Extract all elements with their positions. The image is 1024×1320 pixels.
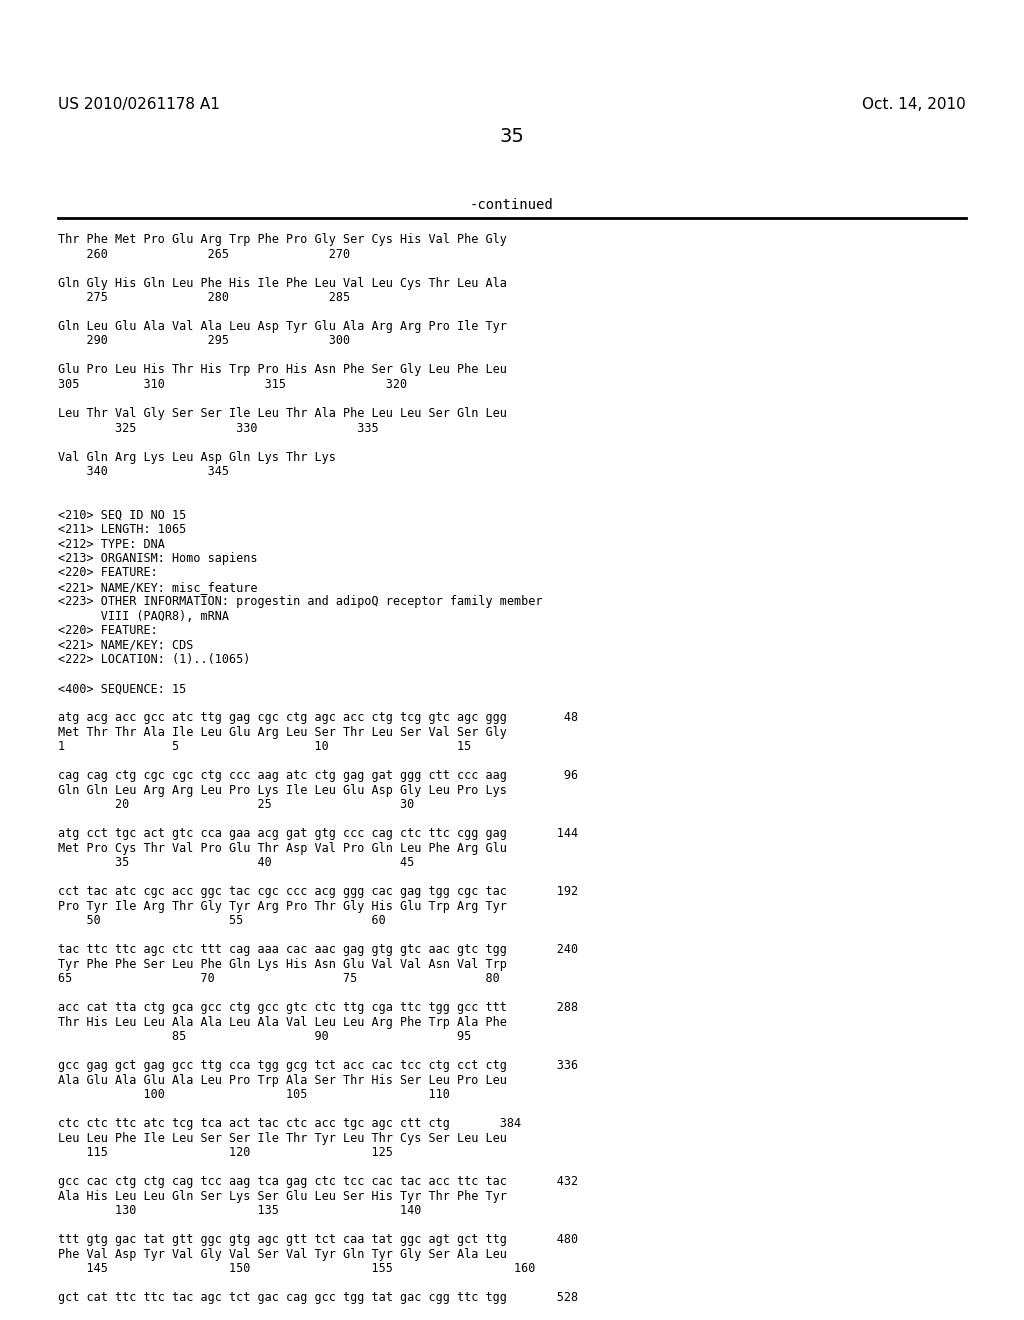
Text: <220> FEATURE:: <220> FEATURE: [58, 566, 158, 579]
Text: 65                  70                  75                  80: 65 70 75 80 [58, 973, 500, 986]
Text: atg cct tgc act gtc cca gaa acg gat gtg ccc cag ctc ttc cgg gag       144: atg cct tgc act gtc cca gaa acg gat gtg … [58, 828, 579, 841]
Text: Phe Val Asp Tyr Val Gly Val Ser Val Tyr Gln Tyr Gly Ser Ala Leu: Phe Val Asp Tyr Val Gly Val Ser Val Tyr … [58, 1247, 507, 1261]
Text: gcc gag gct gag gcc ttg cca tgg gcg tct acc cac tcc ctg cct ctg       336: gcc gag gct gag gcc ttg cca tgg gcg tct … [58, 1060, 579, 1072]
Text: <212> TYPE: DNA: <212> TYPE: DNA [58, 537, 165, 550]
Text: 1               5                   10                  15: 1 5 10 15 [58, 741, 471, 754]
Text: 35                  40                  45: 35 40 45 [58, 857, 415, 870]
Text: cag cag ctg cgc cgc ctg ccc aag atc ctg gag gat ggg ctt ccc aag        96: cag cag ctg cgc cgc ctg ccc aag atc ctg … [58, 770, 579, 783]
Text: cct tac atc cgc acc ggc tac cgc ccc acg ggg cac gag tgg cgc tac       192: cct tac atc cgc acc ggc tac cgc ccc acg … [58, 886, 579, 899]
Text: Oct. 14, 2010: Oct. 14, 2010 [862, 96, 966, 112]
Text: gct cat ttc ttc tac agc tct gac cag gcc tgg tat gac cgg ttc tgg       528: gct cat ttc ttc tac agc tct gac cag gcc … [58, 1291, 579, 1304]
Text: <220> FEATURE:: <220> FEATURE: [58, 624, 158, 638]
Text: Thr His Leu Leu Ala Ala Leu Ala Val Leu Leu Arg Phe Trp Ala Phe: Thr His Leu Leu Ala Ala Leu Ala Val Leu … [58, 1016, 507, 1030]
Text: Leu Leu Phe Ile Leu Ser Ser Ile Thr Tyr Leu Thr Cys Ser Leu Leu: Leu Leu Phe Ile Leu Ser Ser Ile Thr Tyr … [58, 1133, 507, 1144]
Text: 290              295              300: 290 295 300 [58, 334, 350, 347]
Text: <222> LOCATION: (1)..(1065): <222> LOCATION: (1)..(1065) [58, 653, 251, 667]
Text: <221> NAME/KEY: CDS: <221> NAME/KEY: CDS [58, 639, 194, 652]
Text: Gln Gly His Gln Leu Phe His Ile Phe Leu Val Leu Cys Thr Leu Ala: Gln Gly His Gln Leu Phe His Ile Phe Leu … [58, 276, 507, 289]
Text: Met Thr Thr Ala Ile Leu Glu Arg Leu Ser Thr Leu Ser Val Ser Gly: Met Thr Thr Ala Ile Leu Glu Arg Leu Ser … [58, 726, 507, 739]
Text: US 2010/0261178 A1: US 2010/0261178 A1 [58, 96, 220, 112]
Text: 145                 150                 155                 160: 145 150 155 160 [58, 1262, 536, 1275]
Text: Thr Phe Met Pro Glu Arg Trp Phe Pro Gly Ser Cys His Val Phe Gly: Thr Phe Met Pro Glu Arg Trp Phe Pro Gly … [58, 234, 507, 246]
Text: 275              280              285: 275 280 285 [58, 290, 350, 304]
Text: 100                 105                 110: 100 105 110 [58, 1089, 450, 1101]
Text: Glu Pro Leu His Thr His Trp Pro His Asn Phe Ser Gly Leu Phe Leu: Glu Pro Leu His Thr His Trp Pro His Asn … [58, 363, 507, 376]
Text: gcc cac ctg ctg cag tcc aag tca gag ctc tcc cac tac acc ttc tac       432: gcc cac ctg ctg cag tcc aag tca gag ctc … [58, 1176, 579, 1188]
Text: 35: 35 [500, 127, 524, 147]
Text: 260              265              270: 260 265 270 [58, 248, 350, 260]
Text: VIII (PAQR8), mRNA: VIII (PAQR8), mRNA [58, 610, 229, 623]
Text: 305         310              315              320: 305 310 315 320 [58, 378, 408, 391]
Text: acc cat tta ctg gca gcc ctg gcc gtc ctc ttg cga ttc tgg gcc ttt       288: acc cat tta ctg gca gcc ctg gcc gtc ctc … [58, 1002, 579, 1015]
Text: tac ttc ttc agc ctc ttt cag aaa cac aac gag gtg gtc aac gtc tgg       240: tac ttc ttc agc ctc ttt cag aaa cac aac … [58, 944, 579, 957]
Text: 325              330              335: 325 330 335 [58, 421, 379, 434]
Text: <400> SEQUENCE: 15: <400> SEQUENCE: 15 [58, 682, 186, 696]
Text: 85                  90                  95: 85 90 95 [58, 1031, 471, 1044]
Text: atg acg acc gcc atc ttg gag cgc ctg agc acc ctg tcg gtc agc ggg        48: atg acg acc gcc atc ttg gag cgc ctg agc … [58, 711, 579, 725]
Text: <210> SEQ ID NO 15: <210> SEQ ID NO 15 [58, 508, 186, 521]
Text: Tyr Phe Phe Ser Leu Phe Gln Lys His Asn Glu Val Val Asn Val Trp: Tyr Phe Phe Ser Leu Phe Gln Lys His Asn … [58, 958, 507, 972]
Text: 50                  55                  60: 50 55 60 [58, 915, 386, 928]
Text: <213> ORGANISM: Homo sapiens: <213> ORGANISM: Homo sapiens [58, 552, 257, 565]
Text: <221> NAME/KEY: misc_feature: <221> NAME/KEY: misc_feature [58, 581, 257, 594]
Text: 20                  25                  30: 20 25 30 [58, 799, 415, 812]
Text: 115                 120                 125: 115 120 125 [58, 1147, 393, 1159]
Text: ctc ctc ttc atc tcg tca act tac ctc acc tgc agc ctt ctg       384: ctc ctc ttc atc tcg tca act tac ctc acc … [58, 1118, 521, 1130]
Text: Val Gln Arg Lys Leu Asp Gln Lys Thr Lys: Val Gln Arg Lys Leu Asp Gln Lys Thr Lys [58, 450, 336, 463]
Text: Met Pro Cys Thr Val Pro Glu Thr Asp Val Pro Gln Leu Phe Arg Glu: Met Pro Cys Thr Val Pro Glu Thr Asp Val … [58, 842, 507, 855]
Text: <223> OTHER INFORMATION: progestin and adipoQ receptor family member: <223> OTHER INFORMATION: progestin and a… [58, 595, 543, 609]
Text: Gln Leu Glu Ala Val Ala Leu Asp Tyr Glu Ala Arg Arg Pro Ile Tyr: Gln Leu Glu Ala Val Ala Leu Asp Tyr Glu … [58, 319, 507, 333]
Text: ttt gtg gac tat gtt ggc gtg agc gtt tct caa tat ggc agt gct ttg       480: ttt gtg gac tat gtt ggc gtg agc gtt tct … [58, 1233, 579, 1246]
Text: Leu Thr Val Gly Ser Ser Ile Leu Thr Ala Phe Leu Leu Ser Gln Leu: Leu Thr Val Gly Ser Ser Ile Leu Thr Ala … [58, 407, 507, 420]
Text: <211> LENGTH: 1065: <211> LENGTH: 1065 [58, 523, 186, 536]
Text: -continued: -continued [470, 198, 554, 213]
Text: Ala His Leu Leu Gln Ser Lys Ser Glu Leu Ser His Tyr Thr Phe Tyr: Ala His Leu Leu Gln Ser Lys Ser Glu Leu … [58, 1191, 507, 1203]
Text: Pro Tyr Ile Arg Thr Gly Tyr Arg Pro Thr Gly His Glu Trp Arg Tyr: Pro Tyr Ile Arg Thr Gly Tyr Arg Pro Thr … [58, 900, 507, 913]
Text: Gln Gln Leu Arg Arg Leu Pro Lys Ile Leu Glu Asp Gly Leu Pro Lys: Gln Gln Leu Arg Arg Leu Pro Lys Ile Leu … [58, 784, 507, 797]
Text: 130                 135                 140: 130 135 140 [58, 1204, 421, 1217]
Text: 340              345: 340 345 [58, 465, 229, 478]
Text: Ala Glu Ala Glu Ala Leu Pro Trp Ala Ser Thr His Ser Leu Pro Leu: Ala Glu Ala Glu Ala Leu Pro Trp Ala Ser … [58, 1074, 507, 1086]
